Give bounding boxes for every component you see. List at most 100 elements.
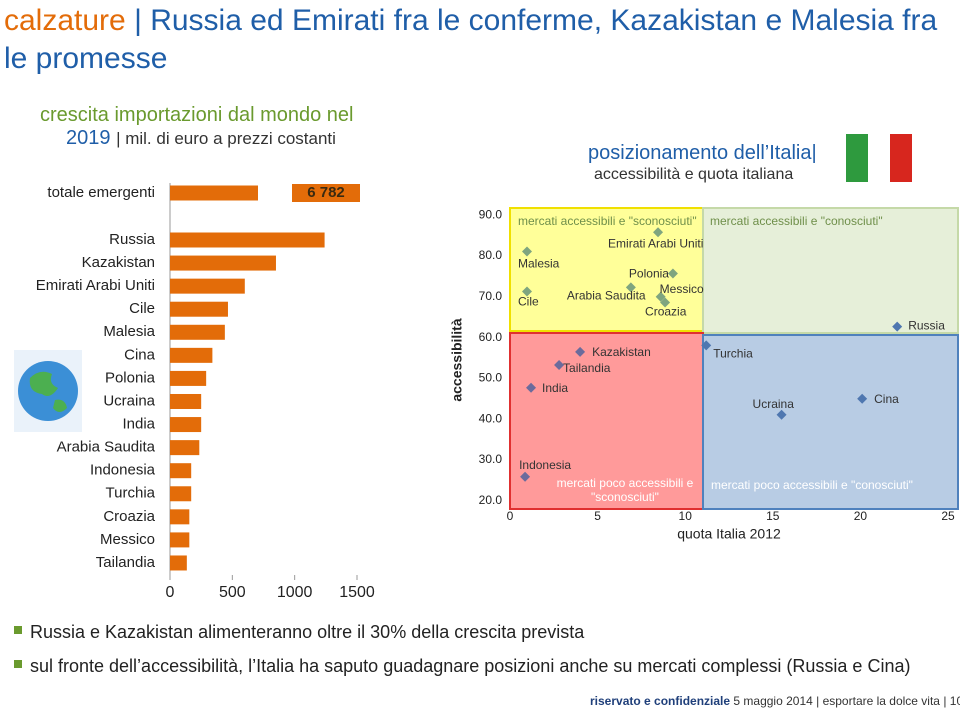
category-label: Cina: [124, 346, 156, 363]
italian-flag: [846, 134, 912, 182]
x-tick-label: 1500: [339, 584, 375, 601]
point: [776, 409, 787, 420]
point-label: Croazia: [645, 305, 687, 319]
point: [526, 382, 537, 393]
point: [892, 321, 903, 332]
category-label: Malesia: [103, 323, 155, 340]
y-tick-label: 20.0: [479, 493, 503, 507]
quadrant: [702, 334, 959, 510]
bar: [170, 463, 192, 479]
bar: [170, 255, 276, 271]
point-label: Messico: [660, 282, 704, 296]
point-label: Emirati Arabi Uniti: [608, 236, 703, 250]
point: [575, 346, 586, 357]
bar: [170, 324, 225, 340]
point: [521, 246, 532, 257]
category-label: Ucraina: [103, 392, 155, 409]
globe-icon: [14, 350, 82, 432]
point-label: Cina: [874, 392, 899, 406]
value-label: 6 782: [307, 184, 345, 201]
point: [667, 268, 678, 279]
point: [520, 471, 531, 482]
x-tick-label: 25: [941, 509, 955, 523]
point: [857, 393, 868, 404]
category-label: Turchia: [106, 485, 156, 502]
point: [625, 282, 636, 293]
category-label: Kazakistan: [82, 254, 155, 271]
bar-break: [292, 184, 360, 202]
quadrant: [702, 207, 959, 334]
point: [660, 297, 671, 308]
y-tick-label: 80.0: [479, 248, 503, 262]
x-tick-label: 0: [166, 584, 175, 601]
quadrant-label: mercati poco accessibili e "conosciuti": [711, 478, 913, 492]
x-tick-label: 10: [679, 509, 693, 523]
point-label: Indonesia: [519, 458, 571, 472]
x-tick-label: 0: [507, 509, 514, 523]
x-tick-label: 500: [219, 584, 246, 601]
bar: [170, 347, 213, 363]
point: [655, 291, 666, 302]
point-label: Malesia: [518, 257, 560, 271]
category-label: Indonesia: [90, 462, 156, 479]
bar: [170, 232, 325, 248]
chart-title: crescita importazioni dal mondo nel: [40, 104, 354, 126]
point-label: Kazakistan: [592, 345, 651, 359]
subtitle: accessibilità e quota italiana: [594, 166, 794, 183]
bar: [170, 440, 200, 456]
bar: [170, 185, 258, 201]
y-tick-label: 60.0: [479, 330, 503, 344]
bullet: sul fronte dell’accessibilità, l’Italia …: [14, 656, 910, 677]
bar: [170, 301, 228, 317]
bar: [170, 393, 202, 409]
quadrant-label: mercati accessibili e "sconosciuti": [518, 214, 697, 228]
y-axis-title: accessibilità: [449, 318, 465, 401]
confidential: riservato e confidenziale: [590, 694, 731, 708]
y-tick-label: 30.0: [479, 452, 503, 466]
bar: [170, 370, 207, 386]
point-label: Russia: [908, 319, 945, 333]
x-tick-label: 20: [854, 509, 868, 523]
category-label: totale emergenti: [47, 184, 155, 201]
y-tick-label: 90.0: [479, 207, 503, 221]
subtitle: | mil. di euro a prezzi costanti: [116, 129, 336, 148]
category-label: Cile: [129, 300, 155, 317]
x-tick-label: 15: [766, 509, 780, 523]
bar: [170, 486, 192, 502]
chart-title-2: 2019 | mil. di euro a prezzi costanti: [66, 127, 336, 150]
quadrant-label: mercati accessibili e "conosciuti": [710, 214, 883, 228]
slide-title: calzature | Russia ed Emirati fra le con…: [4, 2, 954, 78]
point-label: India: [542, 381, 568, 395]
y-tick-label: 50.0: [479, 371, 503, 385]
point: [653, 227, 664, 238]
bullet-text: Russia e Kazakistan alimenteranno oltre …: [30, 622, 585, 642]
y-tick-label: 40.0: [479, 411, 503, 425]
bar: [170, 532, 190, 548]
x-tick-label: 1000: [277, 584, 313, 601]
point: [701, 340, 712, 351]
topic: calzature: [4, 4, 126, 37]
category-label: India: [122, 416, 155, 433]
x-tick-label: 5: [594, 509, 601, 523]
bar: [170, 417, 202, 433]
year: 2019: [66, 127, 111, 149]
footer-info: 5 maggio 2014 | esportare la dolce vita …: [733, 694, 960, 708]
category-label: Russia: [109, 231, 156, 248]
category-label: Messico: [100, 531, 155, 548]
point-label: Ucraina: [753, 397, 795, 411]
bar: [170, 278, 245, 294]
quadrant: [509, 332, 704, 510]
category-label: Arabia Saudita: [57, 439, 156, 456]
chart-title: posizionamento dell’Italia|: [588, 142, 817, 164]
bullet: Russia e Kazakistan alimenteranno oltre …: [14, 622, 584, 643]
bar: [170, 509, 190, 525]
footer: riservato e confidenziale 5 maggio 2014 …: [590, 694, 960, 708]
category-label: Croazia: [103, 508, 155, 525]
category-label: Emirati Arabi Uniti: [36, 277, 155, 294]
quadrant: [509, 207, 704, 332]
category-label: Tailandia: [96, 554, 156, 571]
point-label: Polonia: [629, 267, 669, 281]
quadrant-label: mercati poco accessibili e "sconosciuti": [556, 476, 694, 504]
